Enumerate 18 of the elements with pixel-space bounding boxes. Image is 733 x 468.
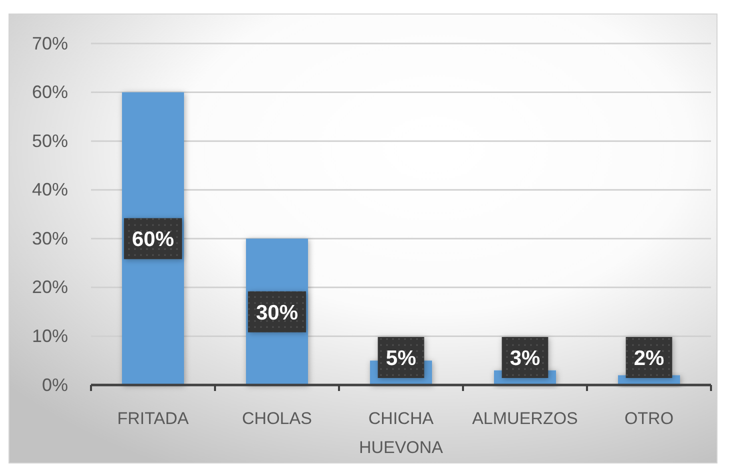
y-tick-label: 40% [32, 180, 68, 200]
x-tick-label: CHOLAS [242, 409, 312, 428]
x-tick-label: CHICHA HUEVONA [358, 409, 444, 457]
y-tick-label: 50% [32, 130, 68, 151]
x-tick-label: OTRO [624, 409, 674, 428]
data-label: 2% [634, 347, 664, 370]
y-tick-label: 30% [32, 228, 68, 248]
data-label: 5% [386, 347, 416, 370]
x-tick-label: FRITADA [117, 409, 190, 428]
y-tick-label: 20% [32, 277, 68, 298]
y-tick-label: 70% [32, 33, 68, 54]
y-tick-label: 0% [42, 374, 68, 395]
x-tick-label: ALMUERZOS [472, 409, 578, 428]
data-label: 30% [256, 301, 298, 324]
y-tick-label: 10% [32, 326, 68, 346]
y-tick-label: 60% [32, 82, 68, 102]
data-label: 3% [510, 347, 540, 370]
data-label: 60% [132, 228, 174, 252]
